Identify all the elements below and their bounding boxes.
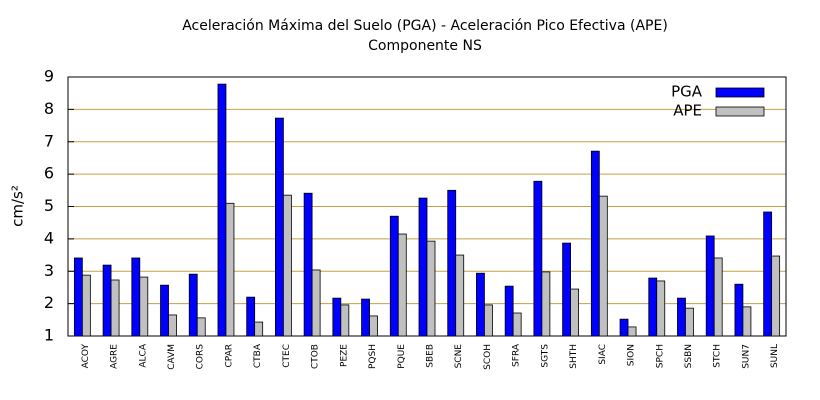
x-tick-label: CTOB (311, 344, 321, 369)
y-tick-label: 4 (44, 228, 54, 247)
bar (570, 288, 579, 337)
x-tick-label: CTEC (282, 344, 292, 368)
x-tick-label: SFRA (512, 343, 522, 367)
bar (771, 255, 781, 337)
bar (562, 242, 571, 337)
y-tick-label: 7 (44, 131, 54, 150)
bar (656, 280, 666, 337)
bar (734, 283, 744, 337)
y-tick-label: 5 (44, 196, 54, 215)
x-tick-label: CORS (196, 344, 206, 370)
bar (705, 235, 715, 337)
bar (102, 264, 112, 337)
bar (512, 312, 522, 337)
bar (254, 321, 264, 337)
bar (504, 285, 514, 337)
legend-label: APE (673, 102, 702, 120)
x-tick-label: ACOY (81, 344, 91, 369)
x-tick-label: SSBN (684, 344, 694, 368)
x-tick-label: CPAR (224, 344, 234, 368)
bar (188, 273, 198, 337)
bar (648, 277, 658, 337)
x-tick-label: CAVM (167, 344, 177, 370)
x-tick-label: STCH (713, 344, 723, 368)
bar (81, 274, 91, 337)
bar (361, 298, 370, 337)
bar (73, 257, 83, 337)
bar (340, 304, 350, 337)
x-tick-label: SUNL (770, 344, 780, 368)
bar (627, 326, 637, 337)
x-tick-label: PQSH (368, 344, 378, 369)
legend-label: PGA (671, 83, 703, 101)
legend-swatch (715, 106, 765, 117)
x-tick-label: SION (627, 344, 637, 366)
x-tick-label: AGRE (110, 344, 120, 369)
y-tick-label: 9 (44, 67, 54, 86)
bar (397, 233, 407, 337)
bar (685, 307, 694, 337)
x-tick-label: SCNE (454, 344, 464, 369)
bar (274, 117, 284, 337)
bar (541, 271, 551, 337)
x-tick-label: SBEB (426, 344, 436, 368)
bar (677, 297, 686, 337)
bar (476, 272, 485, 337)
bar (196, 317, 206, 337)
y-tick-label: 8 (44, 99, 54, 118)
bar (246, 296, 256, 337)
x-tick-label: SHTH (569, 344, 579, 369)
bar (282, 194, 292, 337)
x-tick-label: PEZE (339, 344, 349, 367)
bar (139, 276, 149, 337)
x-tick-label: ALCA (138, 343, 148, 367)
bar (484, 304, 493, 337)
bar (742, 306, 752, 337)
bar (713, 257, 723, 337)
bar (590, 150, 600, 337)
x-tick-label: SIAC (598, 344, 608, 365)
bar (332, 297, 342, 337)
y-tick-label: 6 (44, 164, 54, 183)
bar (110, 279, 120, 337)
bar (426, 240, 436, 337)
y-tick-label: 2 (44, 293, 54, 312)
bar (763, 211, 773, 337)
bar (418, 197, 428, 337)
chart-subtitle: Componente NS (368, 38, 482, 54)
chart-title: Aceleración Máxima del Suelo (PGA) - Ace… (182, 18, 668, 34)
x-tick-label: SGTS (540, 344, 550, 368)
bar (533, 180, 543, 337)
y-axis-label: cm/s² (9, 185, 27, 227)
x-tick-label: SUN7 (741, 344, 751, 369)
bar (217, 83, 227, 337)
bar (168, 314, 177, 337)
x-tick-label: PQUE (397, 344, 407, 369)
bar (369, 315, 378, 337)
bar (131, 257, 141, 337)
bar (303, 192, 313, 337)
bar (447, 189, 457, 337)
legend-swatch (715, 87, 765, 98)
x-tick-label: SPCH (655, 344, 665, 368)
y-tick-label: 1 (44, 326, 54, 345)
bar (455, 254, 465, 337)
bar (389, 215, 399, 337)
y-tick-label: 3 (44, 261, 54, 280)
bar (225, 202, 235, 337)
bar (619, 318, 629, 337)
bar (311, 269, 321, 337)
x-tick-label: SCOH (483, 344, 493, 370)
bar (598, 195, 608, 337)
bar (160, 284, 169, 337)
x-tick-label: CTBA (253, 343, 263, 368)
